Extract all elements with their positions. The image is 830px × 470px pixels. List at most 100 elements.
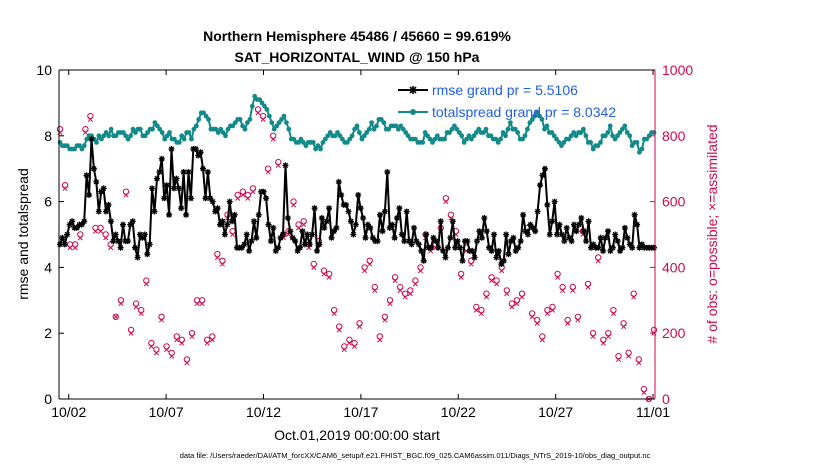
obs-assimilated-point [509, 304, 515, 310]
rmse-point [469, 247, 476, 254]
totalspread-point [610, 133, 615, 139]
rmse-point [217, 221, 223, 228]
rmse-point [284, 215, 291, 221]
obs-assimilated-point [255, 110, 261, 116]
rmse-point [272, 247, 279, 254]
rmse-point [73, 224, 80, 231]
totalspread-point [176, 140, 182, 145]
rmse-point [638, 241, 645, 248]
totalspread-point [262, 103, 267, 109]
totalspread-point [291, 136, 297, 142]
rmse-point [551, 198, 558, 205]
obs-assimilated-point [92, 228, 99, 234]
rmse-point [110, 238, 117, 245]
obs-assimilated-point [397, 287, 403, 293]
y-tick-label: 10 [36, 62, 52, 78]
totalspread-point [627, 133, 633, 139]
totalspread-point [332, 133, 338, 139]
totalspread-point [495, 140, 501, 145]
totalspread-point [315, 143, 321, 149]
y-tick-label: 4 [44, 259, 52, 275]
rmse-point [350, 231, 357, 238]
totalspread-point [595, 143, 601, 149]
totalspread-point [403, 130, 409, 135]
obs-assimilated-point [118, 301, 124, 307]
obs-assimilated-point [534, 320, 540, 326]
obs-assimilated-point [468, 261, 474, 267]
totalspread-point [612, 136, 618, 142]
totalspread-point [481, 130, 486, 135]
totalspread-point [369, 120, 374, 125]
rmse-point [464, 238, 471, 245]
obs-assimilated-point [478, 310, 484, 317]
totalspread-point [371, 126, 377, 132]
rmse-point [585, 218, 592, 225]
x-tick-label: 10/12 [246, 404, 281, 420]
totalspread-point [113, 133, 119, 139]
rmse-point [411, 224, 417, 231]
obs-assimilated-point [174, 337, 180, 343]
y-tick-label: 6 [44, 194, 52, 210]
totalspread-point [503, 133, 508, 139]
rmse-point [345, 208, 352, 215]
rmse-point [209, 198, 216, 205]
rmse-point [418, 247, 425, 254]
obs-assimilated-point [407, 291, 413, 297]
rmse-point [321, 224, 328, 231]
rmse-point [595, 244, 602, 251]
rmse-point [316, 241, 323, 248]
rmse-point [267, 238, 274, 245]
legend-rmse-label: rmse grand pr = 5.5106 [432, 82, 578, 98]
rmse-point [304, 231, 311, 238]
totalspread-point [432, 136, 438, 142]
rmse-point [420, 257, 427, 264]
totalspread-point [340, 136, 345, 142]
totalspread-point [264, 107, 270, 112]
rmse-point [583, 238, 590, 245]
rmse-point [323, 218, 330, 225]
obs-assimilated-point [473, 307, 479, 313]
rmse-point [602, 234, 609, 241]
rmse-point [435, 244, 442, 251]
obs-assimilated-point [346, 340, 352, 346]
rmse-point [333, 224, 340, 231]
totalspread-point [454, 126, 460, 132]
rmse-point [377, 211, 383, 218]
totalspread-point [155, 123, 160, 129]
totalspread-point [452, 123, 457, 129]
totalspread-point [108, 126, 114, 132]
rmse-point [134, 254, 141, 261]
rmse-point [185, 169, 192, 175]
totalspread-point [150, 126, 155, 132]
totalspread-point [101, 133, 107, 139]
rmse-point [369, 234, 376, 241]
obs-assimilated-point [133, 304, 139, 310]
totalspread-point [551, 133, 557, 139]
rmse-point [612, 231, 619, 238]
rmse-point [631, 211, 638, 218]
rmse-point [537, 182, 544, 189]
totalspread-point [447, 130, 452, 135]
totalspread-point [430, 140, 435, 145]
rmse-point [520, 211, 527, 218]
rmse-point [488, 247, 495, 254]
totalspread-point [405, 133, 411, 139]
rmse-point [575, 221, 582, 228]
rmse-point [275, 244, 282, 251]
x-tick-label: 10/02 [51, 404, 86, 420]
rmse-point [619, 244, 626, 251]
rmse-point [423, 231, 430, 238]
obs-assimilated-point [189, 333, 195, 340]
totalspread-point [84, 136, 90, 142]
totalspread-point [179, 133, 185, 139]
obs-assimilated-point [98, 228, 104, 234]
rmse-point [183, 211, 190, 218]
obs-assimilated-point [641, 389, 647, 395]
totalspread-point [313, 146, 318, 152]
totalspread-point [157, 126, 163, 132]
obs-assimilated-point [565, 320, 571, 326]
y2-tick-label: 200 [662, 325, 686, 341]
totalspread-point [607, 123, 613, 129]
rmse-point [173, 175, 180, 182]
totalspread-point [201, 110, 207, 116]
